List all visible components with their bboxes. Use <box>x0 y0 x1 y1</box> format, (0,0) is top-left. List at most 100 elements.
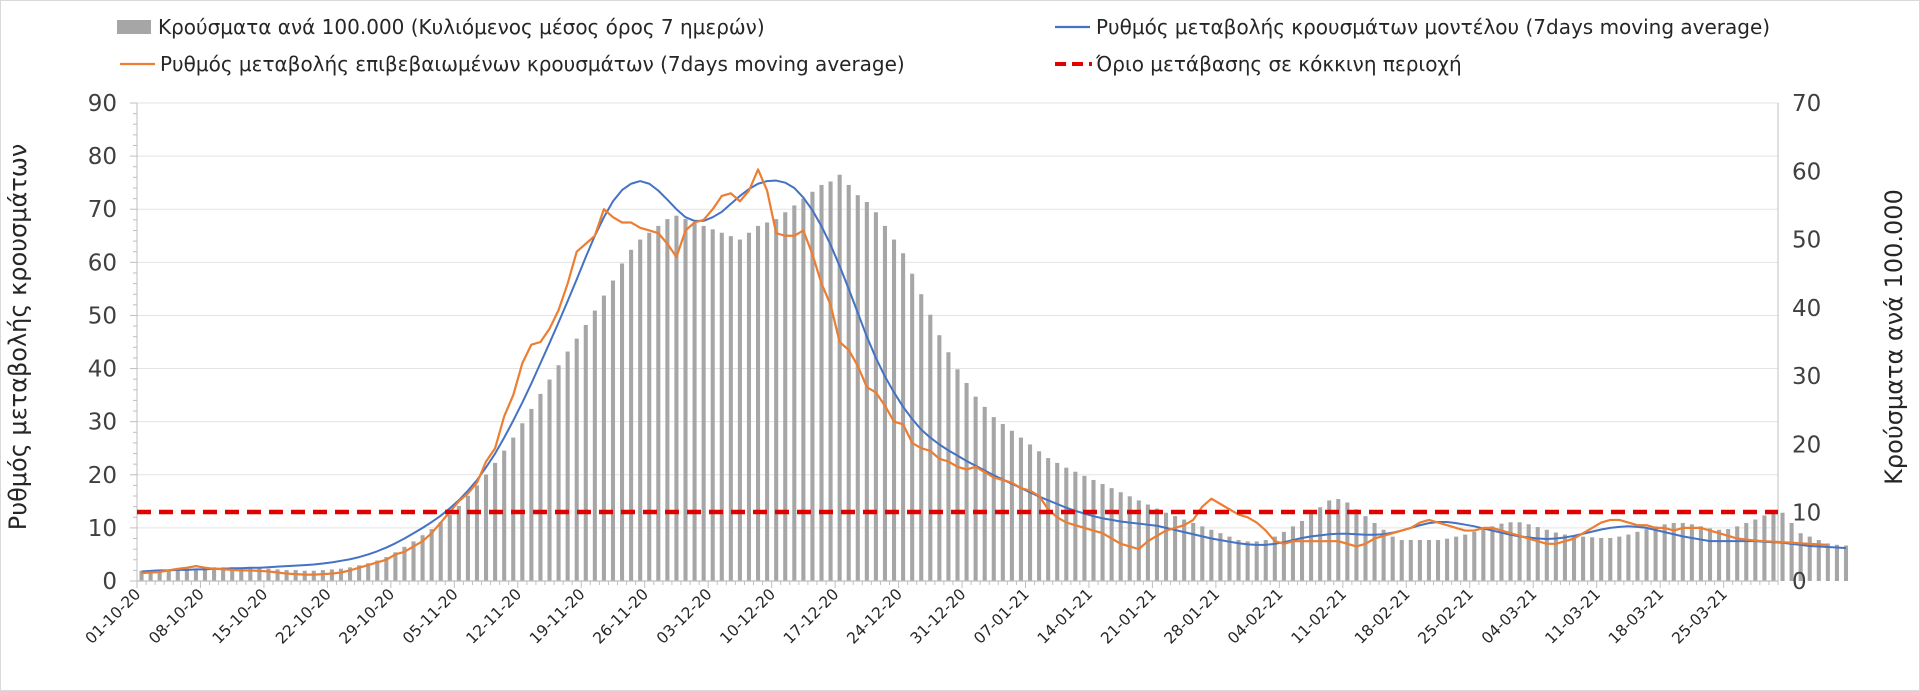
bar-147 <box>1472 531 1477 581</box>
bar-44 <box>538 393 543 581</box>
bar-188 <box>1843 545 1849 581</box>
axes <box>130 102 1779 588</box>
bar-7 <box>202 568 208 581</box>
bar-60 <box>683 219 688 582</box>
bar-137 <box>1381 529 1386 581</box>
bar-17 <box>293 570 298 581</box>
bar-31 <box>420 535 425 581</box>
bar-55 <box>638 239 643 582</box>
bar-134 <box>1354 509 1359 581</box>
bar-81 <box>873 212 878 581</box>
bar-87 <box>928 314 933 581</box>
bar-91 <box>964 382 969 581</box>
bar-22 <box>338 568 344 581</box>
bar-45 <box>547 379 552 581</box>
bar-166 <box>1644 529 1649 581</box>
bar-97 <box>1018 437 1024 581</box>
bar-series <box>139 174 1849 582</box>
bar-11 <box>239 567 244 581</box>
bar-25 <box>366 563 371 581</box>
bar-114 <box>1173 516 1178 581</box>
bar-90 <box>955 369 960 581</box>
bar-170 <box>1680 522 1685 581</box>
bar-121 <box>1236 540 1241 581</box>
bar-109 <box>1127 496 1132 581</box>
bar-123 <box>1254 541 1259 581</box>
left-tick-label-1: 10 <box>88 516 117 542</box>
bar-84 <box>901 253 906 581</box>
left-axis-ticks: 0 10 20 30 40 50 60 70 80 90 <box>88 91 117 595</box>
bar-112 <box>1154 508 1159 581</box>
bar-32 <box>429 529 434 581</box>
left-tick-label-2: 20 <box>88 463 117 489</box>
bar-180 <box>1771 512 1776 581</box>
bar-143 <box>1435 540 1441 581</box>
left-tick-label-3: 30 <box>88 410 117 436</box>
bar-15 <box>275 569 280 581</box>
bar-163 <box>1617 536 1622 581</box>
bar-0 <box>139 570 144 581</box>
bar-74 <box>810 191 815 581</box>
bar-160 <box>1590 537 1595 581</box>
bar-29 <box>402 546 407 581</box>
bar-47 <box>565 351 570 581</box>
bar-96 <box>1009 430 1014 581</box>
bar-158 <box>1571 535 1577 581</box>
bar-175 <box>1726 529 1731 581</box>
right-tick-label-4: 40 <box>1792 296 1821 322</box>
bar-156 <box>1553 532 1558 581</box>
bar-54 <box>629 249 634 582</box>
bar-1 <box>148 570 153 581</box>
bar-64 <box>719 232 724 581</box>
bar-118 <box>1209 529 1214 581</box>
bar-50 <box>592 310 597 581</box>
bar-9 <box>221 567 226 581</box>
bar-82 <box>882 225 888 581</box>
bar-80 <box>864 202 869 581</box>
bar-142 <box>1426 540 1431 581</box>
bar-183 <box>1798 533 1803 581</box>
legend-label-bars: Κρούσματα ανά 100.000 (Κυλιόμενος μέσος … <box>158 15 765 39</box>
bar-19 <box>311 570 316 581</box>
bar-16 <box>284 570 289 581</box>
bar-116 <box>1191 522 1196 581</box>
legend-label-model: Ρυθμός μεταβολής κρουσμάτων μοντέλου (7d… <box>1096 15 1770 39</box>
bar-117 <box>1200 526 1205 581</box>
bar-146 <box>1463 534 1468 581</box>
bar-140 <box>1408 540 1413 581</box>
bar-127 <box>1290 526 1295 581</box>
bar-77 <box>837 174 842 581</box>
bar-132 <box>1336 499 1341 581</box>
bar-144 <box>1445 538 1450 581</box>
bar-39 <box>493 462 498 581</box>
bar-20 <box>320 570 325 581</box>
bar-24 <box>357 565 362 581</box>
bar-65 <box>728 236 733 581</box>
right-tick-label-2: 20 <box>1792 432 1821 458</box>
left-axis-title: Ρυθμός μεταβολής κρουσμάτων <box>4 144 32 531</box>
bar-3 <box>166 570 171 581</box>
bar-139 <box>1399 540 1404 581</box>
bar-27 <box>384 557 389 581</box>
bar-93 <box>982 406 987 581</box>
bar-126 <box>1281 531 1286 581</box>
bar-135 <box>1363 516 1368 581</box>
bar-145 <box>1454 536 1459 581</box>
bar-172 <box>1698 526 1703 581</box>
bar-36 <box>465 495 470 581</box>
bar-53 <box>620 263 625 581</box>
bar-110 <box>1136 500 1141 581</box>
bar-86 <box>919 294 924 581</box>
right-tick-label-1: 10 <box>1792 501 1821 527</box>
bar-18 <box>302 570 307 581</box>
bar-66 <box>737 239 742 582</box>
bar-13 <box>257 568 262 581</box>
bar-125 <box>1272 536 1277 581</box>
bar-69 <box>765 222 770 581</box>
bar-75 <box>819 184 824 581</box>
bar-138 <box>1390 536 1395 581</box>
legend-swatch-bars <box>117 20 151 34</box>
bar-76 <box>828 181 833 581</box>
